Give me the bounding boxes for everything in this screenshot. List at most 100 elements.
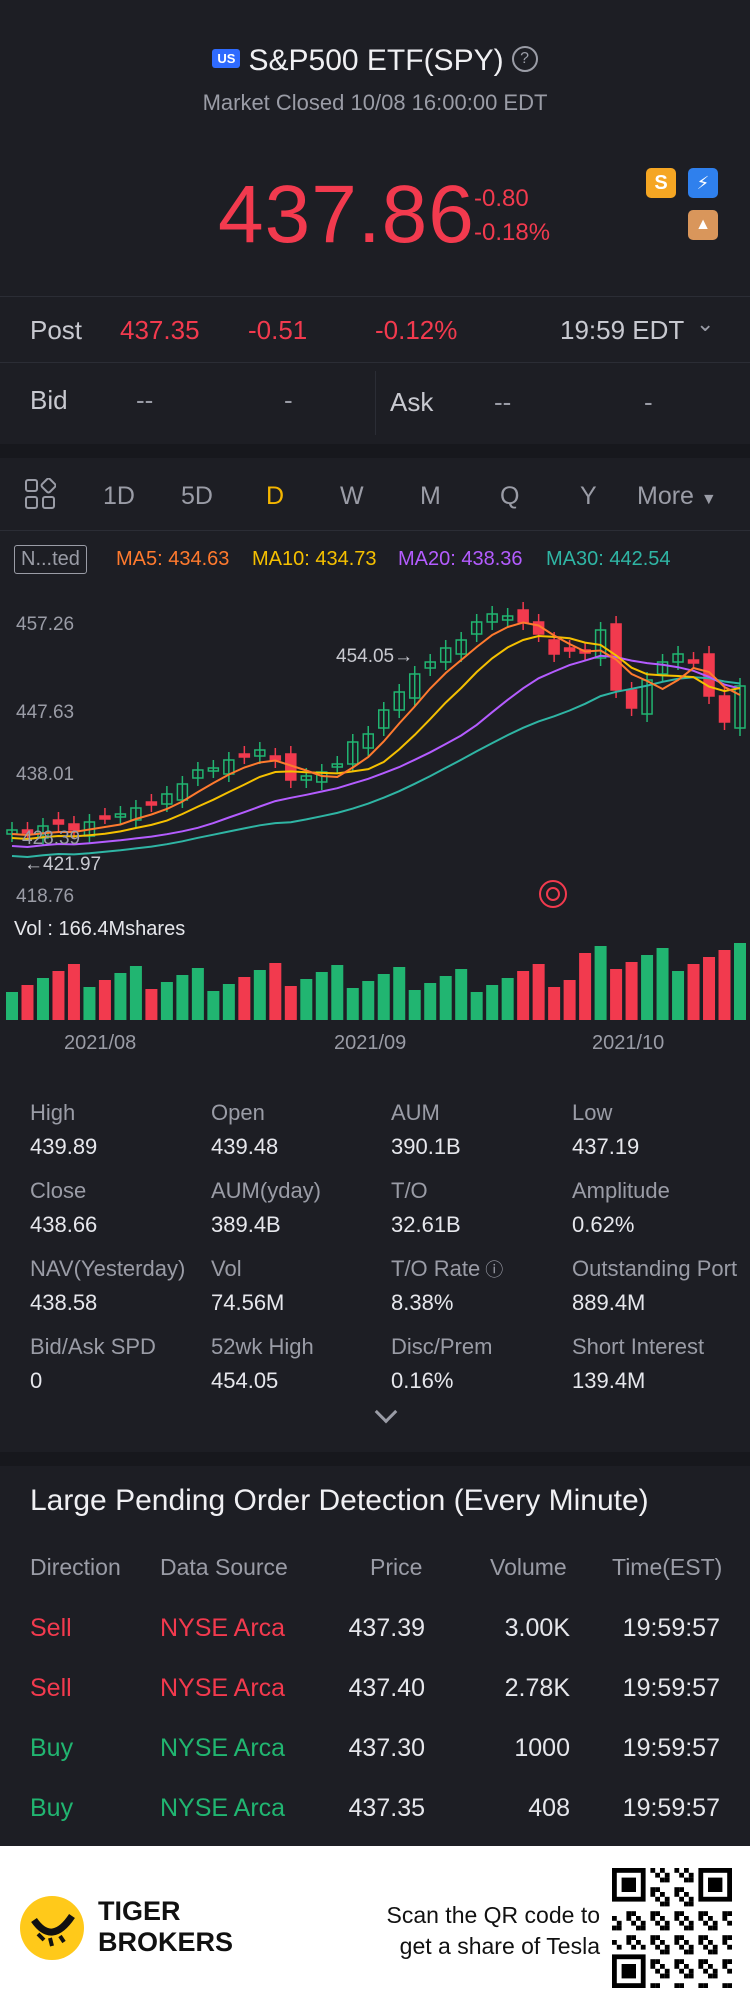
- indicator-selector[interactable]: N...ted: [14, 545, 87, 574]
- tab-5d[interactable]: 5D: [181, 482, 213, 510]
- tabs-divider: [0, 530, 750, 531]
- stat-amplitude: Amplitude 0.62%: [572, 1178, 670, 1238]
- volume-bar: [610, 969, 623, 1020]
- tab-y[interactable]: Y: [580, 482, 597, 510]
- stat-value: 439.89: [30, 1134, 98, 1159]
- education-badge-icon[interactable]: ▲: [688, 210, 718, 240]
- cell-volume: 2.78K: [504, 1674, 570, 1702]
- tab-d[interactable]: D: [266, 482, 285, 510]
- candle-body: [269, 755, 282, 761]
- stat-open: Open 439.48: [211, 1100, 278, 1160]
- x-label-oct: 2021/10: [592, 1032, 665, 1054]
- annotation-marker-inner: [546, 887, 560, 901]
- qr-code-icon[interactable]: [612, 1868, 732, 1988]
- us-market-icon: US: [212, 48, 241, 68]
- volume-bar: [625, 962, 638, 1020]
- expand-chevron-icon[interactable]: [374, 1400, 398, 1424]
- tab-1d[interactable]: 1D: [103, 482, 135, 510]
- tab-m[interactable]: M: [420, 482, 441, 510]
- more-info-icon[interactable]: ⓘ: [480, 1260, 504, 1280]
- stat-turnover-rate[interactable]: T/O Rate ⓘ 8.38%: [391, 1256, 503, 1316]
- volume-bar: [486, 985, 499, 1020]
- candle-body: [347, 741, 359, 765]
- volume-bar: [160, 982, 173, 1020]
- ma10-value: MA10: 434.73: [252, 548, 377, 570]
- cell-source: NYSE Arca: [160, 1614, 286, 1642]
- dollar-badge-icon[interactable]: S: [646, 168, 676, 198]
- table-row[interactable]: Buy NYSE Arca 437.35 408 19:59:57: [0, 1794, 750, 1834]
- volume-bar: [83, 987, 96, 1020]
- y-tick-1: 457.26: [16, 614, 75, 635]
- candle-body: [238, 753, 251, 758]
- title-row: US S&P500 ETF(SPY)?: [0, 44, 750, 78]
- chevron-down-icon[interactable]: ⌄: [696, 311, 715, 336]
- stat-value: 32.61B: [391, 1212, 461, 1237]
- volume-bar: [300, 979, 313, 1020]
- stat-value: 454.05: [211, 1368, 279, 1393]
- stat-value: 0: [30, 1368, 43, 1393]
- tab-more[interactable]: More ▼: [637, 482, 717, 511]
- low-marker-value: 421.97: [43, 854, 102, 875]
- col-direction: Direction: [30, 1554, 121, 1580]
- lightning-badge-icon[interactable]: ⚡: [688, 168, 718, 198]
- cell-time: 19:59:57: [622, 1614, 720, 1642]
- stat-short-interest: Short Interest 139.4M: [572, 1334, 704, 1394]
- volume-bars: [6, 943, 746, 1020]
- y-tick-2: 447.63: [16, 702, 75, 723]
- volume-bar: [98, 980, 111, 1020]
- price-chart[interactable]: [0, 600, 750, 1020]
- stat-label: AUM(yday): [211, 1178, 322, 1203]
- volume-bar: [439, 976, 452, 1020]
- volume-bar: [579, 953, 592, 1020]
- ma5-value: MA5: 434.63: [116, 548, 230, 570]
- help-icon[interactable]: ?: [511, 46, 538, 73]
- volume-bar: [284, 986, 297, 1020]
- bid-label: Bid: [30, 385, 68, 415]
- volume-bar: [470, 992, 483, 1020]
- table-row[interactable]: Sell NYSE Arca 437.39 3.00K 19:59:57: [0, 1614, 750, 1654]
- post-price: 437.35: [120, 315, 200, 345]
- tab-w[interactable]: W: [340, 482, 364, 510]
- table-row[interactable]: Sell NYSE Arca 437.40 2.78K 19:59:57: [0, 1674, 750, 1714]
- cell-price: 437.39: [348, 1614, 425, 1642]
- stat-label: Low: [572, 1100, 613, 1125]
- cell-direction: Sell: [30, 1614, 72, 1642]
- col-volume: Volume: [490, 1554, 567, 1580]
- stat-value: 74.56M: [211, 1290, 285, 1315]
- candle-body: [424, 661, 436, 669]
- candle-body: [161, 793, 173, 805]
- candle-body: [470, 621, 483, 635]
- brand-name: TIGER BROKERS: [98, 1896, 233, 1958]
- tab-more-label: More: [637, 482, 694, 510]
- volume-bar: [346, 988, 359, 1020]
- layout-grid-icon[interactable]: [24, 477, 57, 517]
- volume-bar: [238, 977, 251, 1020]
- ma20-value: MA20: 438.36: [398, 548, 523, 570]
- candle-body: [718, 695, 731, 723]
- candle-body: [656, 661, 669, 675]
- volume-bar: [253, 970, 266, 1020]
- low-marker: ←421.97: [24, 854, 102, 875]
- candle-body: [672, 653, 684, 663]
- candle-body: [687, 659, 700, 664]
- volume-bar: [331, 965, 344, 1020]
- change-percent: -0.18%: [474, 219, 551, 246]
- candle-body: [439, 647, 452, 663]
- stat-value: 8.38%: [391, 1290, 454, 1315]
- period-tabs: 1D 5D D W M Q Y More ▼: [0, 460, 750, 530]
- cell-time: 19:59:57: [622, 1734, 720, 1762]
- stat-value: 439.48: [211, 1134, 279, 1159]
- stat-aum-yday: AUM(yday) 389.4B: [211, 1178, 321, 1238]
- stat-value: 390.1B: [391, 1134, 461, 1159]
- post-time[interactable]: 19:59 EDT: [560, 315, 685, 345]
- stat-label: High: [30, 1100, 76, 1125]
- quote-header: US S&P500 ETF(SPY)? Market Closed 10/08 1…: [0, 0, 750, 296]
- volume-bar: [718, 950, 731, 1020]
- stat-value: 389.4B: [211, 1212, 281, 1237]
- stat-high: High 439.89: [30, 1100, 97, 1160]
- volume-bar: [269, 963, 282, 1020]
- table-row[interactable]: Buy NYSE Arca 437.30 1000 19:59:57: [0, 1734, 750, 1774]
- stat-low: Low 437.19: [572, 1100, 639, 1160]
- tab-q[interactable]: Q: [500, 482, 520, 510]
- volume-bar: [532, 964, 545, 1020]
